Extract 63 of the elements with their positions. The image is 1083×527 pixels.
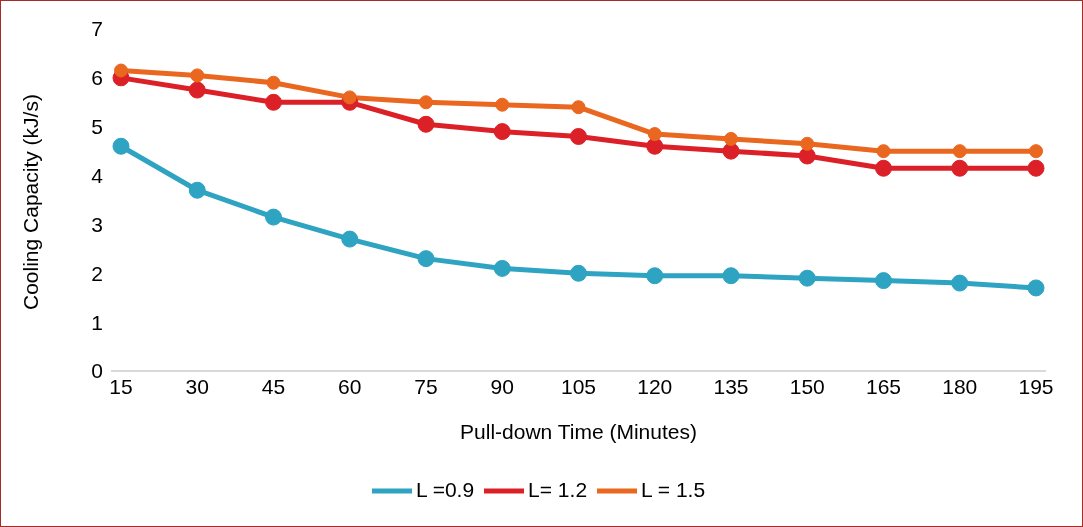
legend-label: L= 1.2 (528, 477, 588, 501)
x-tick-label: 105 (560, 374, 597, 398)
point (419, 95, 433, 110)
point (646, 137, 664, 155)
point (417, 250, 435, 268)
point (1029, 144, 1043, 159)
y-axis-title: Cooling Capacity (kJ/s) (19, 94, 43, 310)
point (1027, 279, 1045, 297)
point (265, 93, 282, 111)
point (724, 131, 738, 146)
legend-label: L =0.9 (415, 477, 475, 501)
point (188, 181, 206, 199)
point (570, 127, 587, 145)
point (265, 208, 282, 226)
point (800, 136, 815, 151)
y-tick-label: 4 (91, 164, 104, 188)
point (570, 264, 587, 282)
y-tick-label: 3 (91, 212, 103, 236)
point (647, 127, 662, 142)
point (342, 90, 357, 105)
y-tick-label: 5 (91, 115, 103, 139)
x-tick-label: 180 (942, 374, 978, 398)
x-tick-label: 165 (865, 374, 902, 398)
point (495, 97, 510, 112)
x-axis-title: Pull-down Time (Minutes) (460, 420, 697, 443)
x-tick-label: 135 (713, 374, 749, 398)
point (722, 142, 740, 160)
y-tick-label: 7 (91, 17, 103, 41)
point (1027, 159, 1045, 177)
point (112, 137, 130, 155)
point (952, 144, 967, 159)
y-tick-label: 0 (91, 359, 103, 383)
point (266, 75, 281, 90)
point (417, 115, 435, 133)
x-tick-label: 195 (1018, 374, 1054, 398)
point (798, 269, 816, 287)
point (114, 63, 128, 78)
y-tick-label: 6 (91, 66, 103, 90)
x-tick-label: 75 (414, 374, 438, 398)
x-tick-label: 15 (109, 374, 133, 398)
point (190, 68, 205, 83)
point (951, 274, 969, 292)
point (951, 159, 969, 177)
x-tick-label: 90 (490, 374, 514, 398)
y-tick-label: 1 (91, 310, 103, 334)
point (876, 144, 891, 159)
x-tick-label: 45 (261, 374, 286, 398)
point (646, 267, 664, 285)
x-tick-label: 150 (789, 374, 825, 398)
x-tick-label: 120 (637, 374, 673, 398)
point (722, 267, 740, 285)
point (341, 230, 359, 248)
y-tick-label: 2 (91, 261, 103, 285)
point (875, 272, 892, 290)
x-tick-label: 30 (185, 374, 209, 398)
point (493, 259, 511, 277)
point (875, 159, 892, 177)
x-tick-label: 60 (338, 374, 362, 398)
point (571, 100, 586, 115)
point (188, 81, 206, 99)
legend-label: L = 1.5 (641, 477, 706, 501)
point (798, 147, 816, 165)
point (493, 123, 511, 141)
